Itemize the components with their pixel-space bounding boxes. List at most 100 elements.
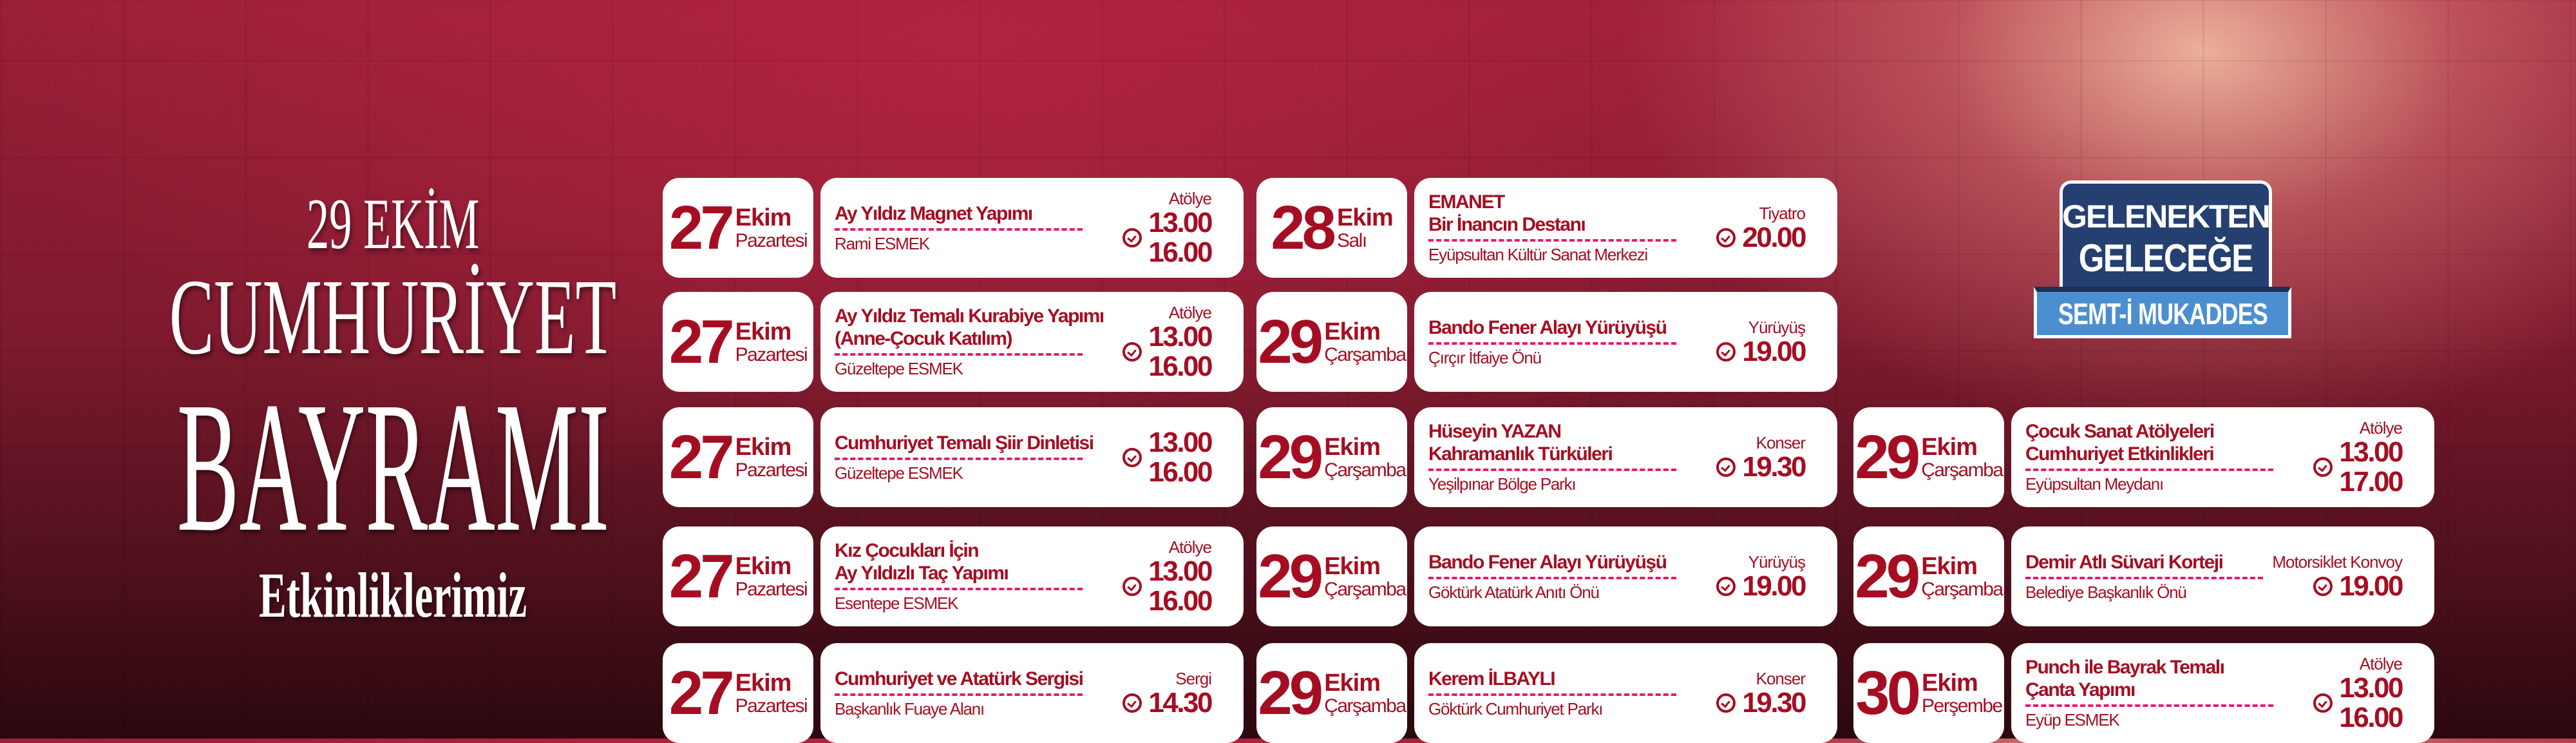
hero-date-line: 29 EKİM [129,187,657,262]
date-box: 29 Ekim Çarşamba [1256,292,1407,392]
time-row: 13.00 16.00 [2313,671,2403,733]
date-month: Ekim [735,552,792,580]
event-times: 20.00 [1742,222,1806,253]
event-card: Kız Çocukları İçin Ay Yıldızlı Taç Yapımı… [820,526,1244,626]
date-day: 27 [668,307,735,376]
event-title: Bir İnancın Destanı [1428,214,1586,235]
event-times: 19.00 [1742,336,1806,367]
event-card: Çocuk Sanat Atölyeleri Cumhuriyet Etkinli… [2011,407,2434,507]
dashed-divider [1428,693,1676,696]
hero-cumhuriyet-line: CUMHURİYET [129,262,657,372]
event-location: Çırçır İtfaiye Önü [1428,347,1542,367]
event-category: Sergi [1175,668,1212,688]
event-time: 16.00 [1148,456,1213,488]
event-times: 19.30 [1742,688,1806,718]
clock-icon [2313,457,2333,477]
event-location: Esentepe ESMEK [835,593,959,613]
event-time: 19.30 [1742,450,1806,483]
event-time-block: Konser 19.30 [1716,407,1806,507]
date-month-weekday: Ekim Pazartesi [735,554,808,599]
date-day: 27 [668,541,735,611]
event-location: Belediye Başkanlık Önü [2025,582,2187,602]
event-times: 13.00 16.00 [1148,322,1213,382]
date-box: 29 Ekim Çarşamba [1853,526,2004,626]
event-title: Kerem İLBAYLI [1428,668,1556,690]
date-box: 27 Ekim Pazartesi [663,178,813,278]
date-day: 30 [1855,658,1921,728]
hero-cumhuriyet: CUMHURİYET [169,257,617,377]
event-time: 13.00 [1148,555,1213,587]
dashed-divider [1428,468,1676,471]
event-info: Bando Fener Alayı Yürüyüşü Çırçır İtfaiye… [1428,292,1707,392]
event-time: 16.00 [2339,701,2403,733]
event-time: 13.00 [2339,436,2403,468]
event-title: Çocuk Sanat Atölyeleri [2025,421,2215,442]
event-card: Kerem İLBAYLI Göktürk Cumhuriyet Parkı Kon… [1414,643,1837,743]
event-category: Atölye [1168,302,1212,322]
clock-icon [1122,576,1142,596]
date-day: 29 [1855,541,1920,611]
date-month-weekday: Ekim Çarşamba [1921,435,2003,481]
date-month: Ekim [1921,552,1978,580]
event-time: 17.00 [2339,465,2403,497]
event-time: 14.30 [1148,686,1213,719]
clock-icon [1122,342,1142,362]
event-time-block: Atölye 13.00 16.00 [1122,178,1213,278]
event-title: Punch ile Bayrak Temalı [2025,657,2225,678]
event-time-block: Tiyatro 20.00 [1716,178,1806,278]
event-card: Demir Atlı Süvari Korteji Belediye Başkan… [2011,526,2434,626]
event-time-block: Atölye 13.00 16.00 [2313,643,2403,743]
event-time-block: Yürüyüş 19.00 [1716,292,1806,392]
event-time: 13.00 [2339,671,2403,704]
event-time: 19.00 [1742,570,1806,602]
date-day: 27 [668,422,735,492]
clock-icon [2313,693,2333,713]
date-weekday: Çarşamba [1324,578,1406,600]
event-category: Yürüyüş [1748,317,1806,337]
event-times: 13.00 16.00 [1148,555,1213,616]
dashed-divider [2025,704,2273,707]
event-time-block: Konser 19.30 [1716,643,1806,743]
time-row: 19.30 [1716,688,1806,718]
event-times: 14.30 [1148,686,1213,719]
event-title: Kız Çocukları İçin [835,540,980,561]
date-month-weekday: Ekim Pazartesi [735,671,808,716]
date-weekday: Çarşamba [1324,343,1406,365]
hero-subtitle-line: Etkinliklerimiz [129,562,657,629]
date-weekday: Çarşamba [1921,459,2003,481]
event-card: Cumhuriyet Temalı Şiir Dinletisi Güzeltep… [820,407,1244,507]
event-title: Demir Atlı Süvari Korteji [2025,551,2224,573]
date-month: Ekim [1324,669,1381,697]
event-location: Eyüpsultan Meydanı [2025,474,2164,494]
date-month-weekday: Ekim Çarşamba [1921,552,2003,599]
event-title: Bando Fener Alayı Yürüyüşü [1428,551,1667,573]
date-month: Ekim [735,433,792,461]
date-day: 29 [1855,422,1920,492]
date-box: 29 Ekim Çarşamba [1853,407,2004,507]
event-times: 19.00 [1742,570,1806,602]
logo-band: SEMT-İ MUKADDES [2034,287,2291,338]
event-category: Konser [1756,668,1806,688]
event-category: Konser [1756,432,1806,452]
event-times: 19.00 [2339,571,2403,601]
date-month: Ekim [735,318,792,345]
gelenekten-gelecege-logo: GELENEKTEN GELECEĞE SEMT-İ MUKADDES [2034,180,2291,338]
event-info: Cumhuriyet Temalı Şiir Dinletisi Güzeltep… [835,407,1113,507]
event-card: EMANET Bir İnancın Destanı Eyüpsultan Kült… [1414,178,1837,278]
date-month: Ekim [1324,318,1381,345]
event-time: 16.00 [1148,350,1213,382]
event-location: Göktürk Atatürk Anıtı Önü [1428,582,1600,602]
event-time-block: Atölye 13.00 16.00 [1122,526,1213,626]
date-month-weekday: Ekim Çarşamba [1324,318,1406,365]
logo-top: GELENEKTEN GELECEĞE [2060,180,2272,293]
time-row: 13.00 16.00 [1122,427,1213,488]
date-box: 30 Ekim Perşembe [1853,643,2004,743]
event-location: Eyüpsultan Kültür Sanat Merkezi [1428,245,1648,264]
event-info: EMANET Bir İnancın Destanı Eyüpsultan Kült… [1428,178,1707,278]
date-weekday: Pazartesi [735,578,808,600]
date-weekday: Pazartesi [735,695,808,717]
clock-icon [1716,693,1736,713]
event-info: Çocuk Sanat Atölyeleri Cumhuriyet Etkinli… [2025,407,2304,507]
hero-date: 29 EKİM [306,184,480,264]
event-card: Punch ile Bayrak Temalı Çanta Yapımı Eyüp … [2011,643,2434,743]
